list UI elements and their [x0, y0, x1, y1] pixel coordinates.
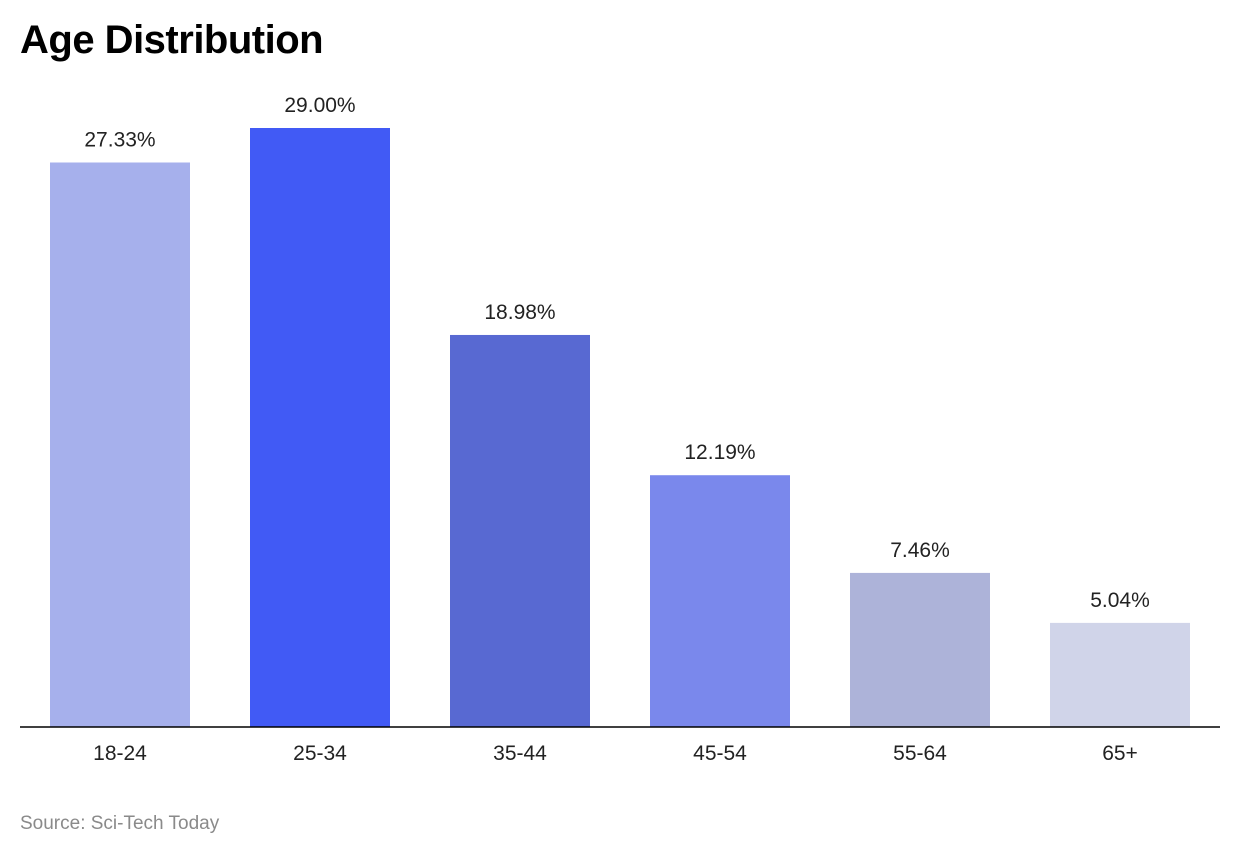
- bars-group: [50, 128, 1190, 727]
- value-label-55-64: 7.46%: [890, 539, 950, 562]
- value-label-18-24: 27.33%: [84, 128, 155, 151]
- x-tick-label-65+: 65+: [1102, 742, 1138, 765]
- bar-chart: 27.33% 29.00% 18.98% 12.19% 7.46% 5.04% 18-24…: [20, 94, 1220, 765]
- bar-45-54: [650, 475, 790, 727]
- bar-25-34: [250, 128, 390, 727]
- value-labels-group: 27.33% 29.00% 18.98% 12.19% 7.46% 5.04%: [84, 94, 1149, 612]
- value-label-35-44: 18.98%: [484, 301, 555, 324]
- value-label-45-54: 12.19%: [684, 441, 755, 464]
- source-note: Source: Sci-Tech Today: [20, 813, 220, 834]
- x-tick-label-55-64: 55-64: [893, 742, 947, 765]
- x-tick-label-18-24: 18-24: [93, 742, 147, 765]
- x-tick-label-45-54: 45-54: [693, 742, 747, 765]
- bar-18-24: [50, 162, 190, 727]
- x-tick-label-35-44: 35-44: [493, 742, 547, 765]
- bar-35-44: [450, 334, 590, 727]
- chart-title: Age Distribution: [20, 18, 324, 62]
- value-label-65+: 5.04%: [1090, 589, 1150, 612]
- x-tick-label-25-34: 25-34: [293, 742, 347, 765]
- bar-55-64: [850, 572, 990, 727]
- bar-65+: [1050, 622, 1190, 727]
- value-label-25-34: 29.00%: [284, 94, 355, 117]
- x-tick-labels-group: 18-24 25-34 35-44 45-54 55-64 65+: [93, 742, 1138, 765]
